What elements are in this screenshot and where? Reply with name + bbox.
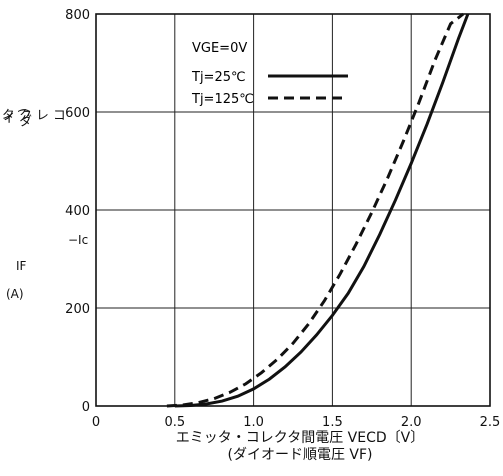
plot-frame [95,13,491,407]
y-axis-label-line2: (ダイオード順電圧 [0,108,31,129]
x-tick-label: 2.0 [401,415,422,430]
legend-title: VGE=0V [192,41,247,56]
x-ticks: 0 0.5 1.0 1.5 2.0 2.5 [92,415,500,430]
y-ticks: 0 200 400 600 800 [65,8,90,415]
x-tick-label: 1.5 [322,415,343,430]
y-tick-label: 200 [65,302,90,317]
legend-label-2: Tj=125℃ [191,92,254,107]
y-tick-label: 600 [65,106,90,121]
x-axis-label-line2: (ダイオード順電圧 VF) [227,447,373,463]
x-axis-label-line1: エミッタ・コレクタ間電圧 VECD〔V〕 [175,430,425,446]
x-tick-label: 0.5 [164,415,185,430]
x-axis-label: エミッタ・コレクタ間電圧 VECD〔V〕 (ダイオード順電圧 VF) [150,430,450,464]
grid [96,14,490,406]
y-axis-label-symbol2: IF [16,259,27,273]
series-line-1 [174,13,470,408]
x-tick-label: 0 [92,415,100,430]
legend-label-1: Tj=25℃ [191,70,246,85]
y-axis-label-unit: (A) [6,287,24,301]
y-axis-label-symbol1: −Ic [68,233,89,247]
series-line-2 [166,12,465,408]
y-tick-label: 800 [65,8,90,23]
y-tick-label: 400 [65,204,90,219]
y-axis-label-line1: コレクタ逆電流 [0,108,65,122]
x-tick-label: 2.5 [480,415,501,430]
y-tick-label: 0 [82,400,90,415]
curves [166,12,470,408]
legend: VGE=0V Tj=25℃ Tj=125℃ [191,41,348,107]
x-tick-label: 1.0 [243,415,264,430]
